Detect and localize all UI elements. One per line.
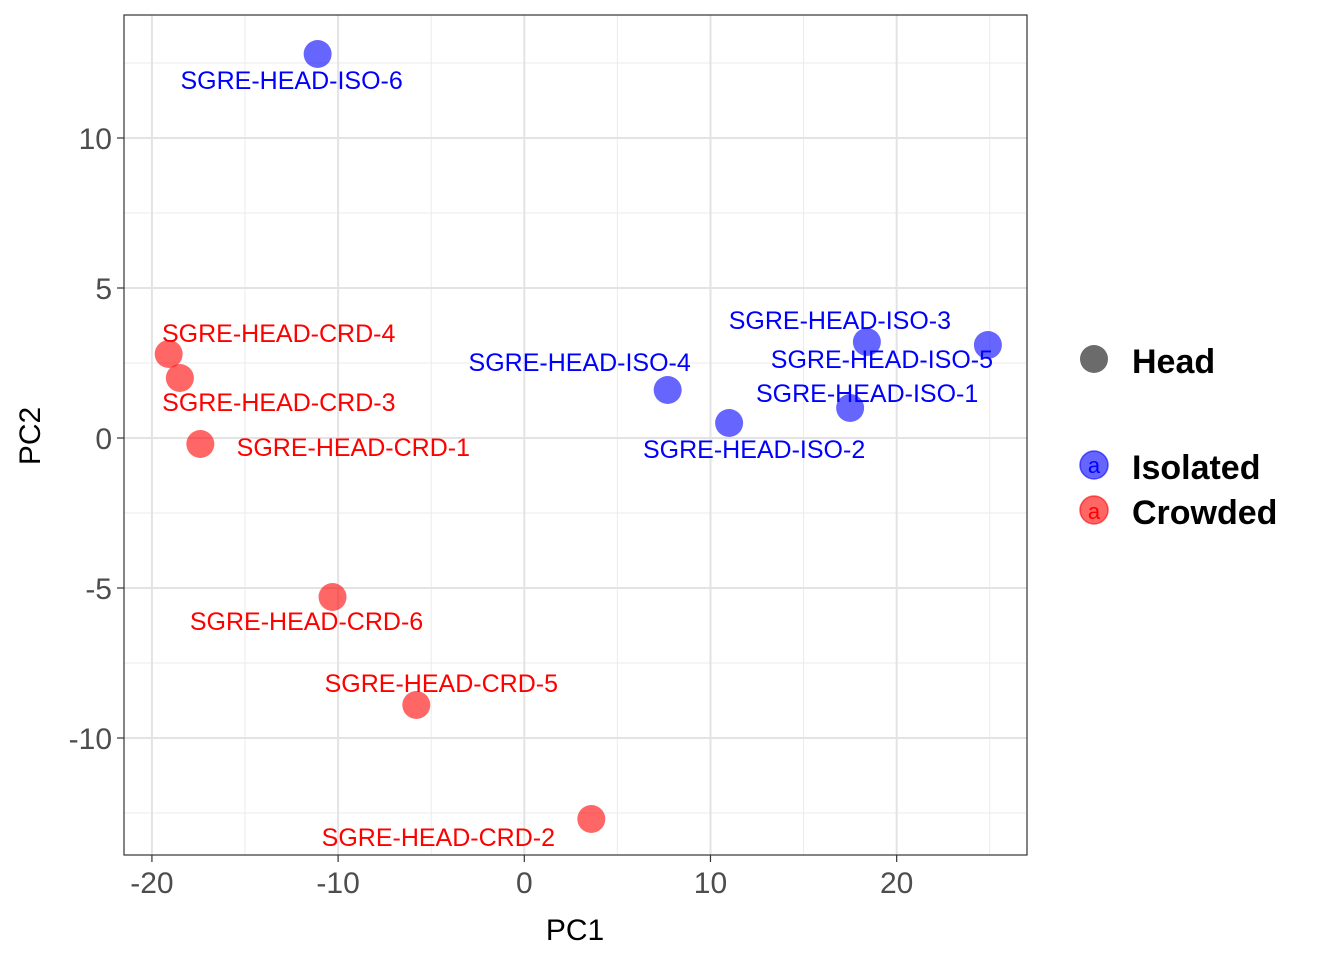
minor-gridlines <box>124 15 1027 855</box>
point-label: SGRE-HEAD-CRD-5 <box>325 670 558 698</box>
x-axis-title: PC1 <box>546 914 604 947</box>
x-tick-label: -10 <box>316 867 359 900</box>
point-labels: SGRE-HEAD-ISO-6 SGRE-HEAD-ISO-3 SGRE-HEAD-… <box>162 67 993 852</box>
point-label: SGRE-HEAD-CRD-1 <box>237 434 470 462</box>
y-tick-label: 0 <box>95 423 112 456</box>
data-point <box>186 430 215 458</box>
point-label: SGRE-HEAD-ISO-6 <box>181 67 403 95</box>
legend-key-isolated <box>1079 450 1109 480</box>
legend-key-crowded <box>1079 495 1109 525</box>
data-point <box>303 40 332 68</box>
y-axis-title: PC2 <box>14 407 47 465</box>
y-tick-label: 10 <box>79 123 112 156</box>
major-gridlines <box>124 15 1027 855</box>
data-point <box>653 376 682 404</box>
plot-panel <box>124 15 1027 855</box>
data-point <box>577 805 606 833</box>
legend-key-text-isolated: a <box>1088 453 1101 478</box>
data-point <box>973 331 1002 359</box>
y-tick-label: -5 <box>85 573 112 606</box>
y-axis: -10 -5 0 5 10 <box>69 123 124 756</box>
data-point <box>715 409 744 437</box>
legend-label-isolated: Isolated <box>1132 449 1260 487</box>
x-tick-label: 20 <box>880 867 913 900</box>
data-points <box>154 40 1002 833</box>
point-label: SGRE-HEAD-CRD-4 <box>162 320 395 348</box>
legend-label-crowded: Crowded <box>1132 494 1277 532</box>
point-label: SGRE-HEAD-CRD-6 <box>190 608 423 636</box>
point-label: SGRE-HEAD-CRD-3 <box>162 389 395 417</box>
data-point <box>318 583 347 611</box>
x-tick-label: -20 <box>130 867 173 900</box>
point-label: SGRE-HEAD-ISO-1 <box>756 380 978 408</box>
point-label: SGRE-HEAD-ISO-4 <box>469 349 691 377</box>
plot-border <box>123 14 1028 856</box>
legend-shape-title: Head <box>1132 343 1215 381</box>
legend-key-text-crowded: a <box>1088 499 1101 524</box>
point-label: SGRE-HEAD-CRD-2 <box>322 824 555 852</box>
x-tick-label: 0 <box>516 867 533 900</box>
data-point <box>852 328 881 356</box>
data-point <box>154 340 183 368</box>
x-axis: -20 -10 0 10 20 <box>130 855 913 900</box>
data-point <box>402 691 431 719</box>
legend: Head a Isolated a Crowded <box>1079 343 1277 532</box>
y-tick-label: 5 <box>95 273 112 306</box>
point-label: SGRE-HEAD-ISO-3 <box>729 307 951 335</box>
data-point <box>836 394 865 422</box>
point-label: SGRE-HEAD-ISO-5 <box>771 346 993 374</box>
x-tick-label: 10 <box>694 867 727 900</box>
data-point <box>165 364 194 392</box>
point-label: SGRE-HEAD-ISO-2 <box>643 436 865 464</box>
y-tick-label: -10 <box>69 723 112 756</box>
legend-shape-key <box>1080 345 1108 373</box>
